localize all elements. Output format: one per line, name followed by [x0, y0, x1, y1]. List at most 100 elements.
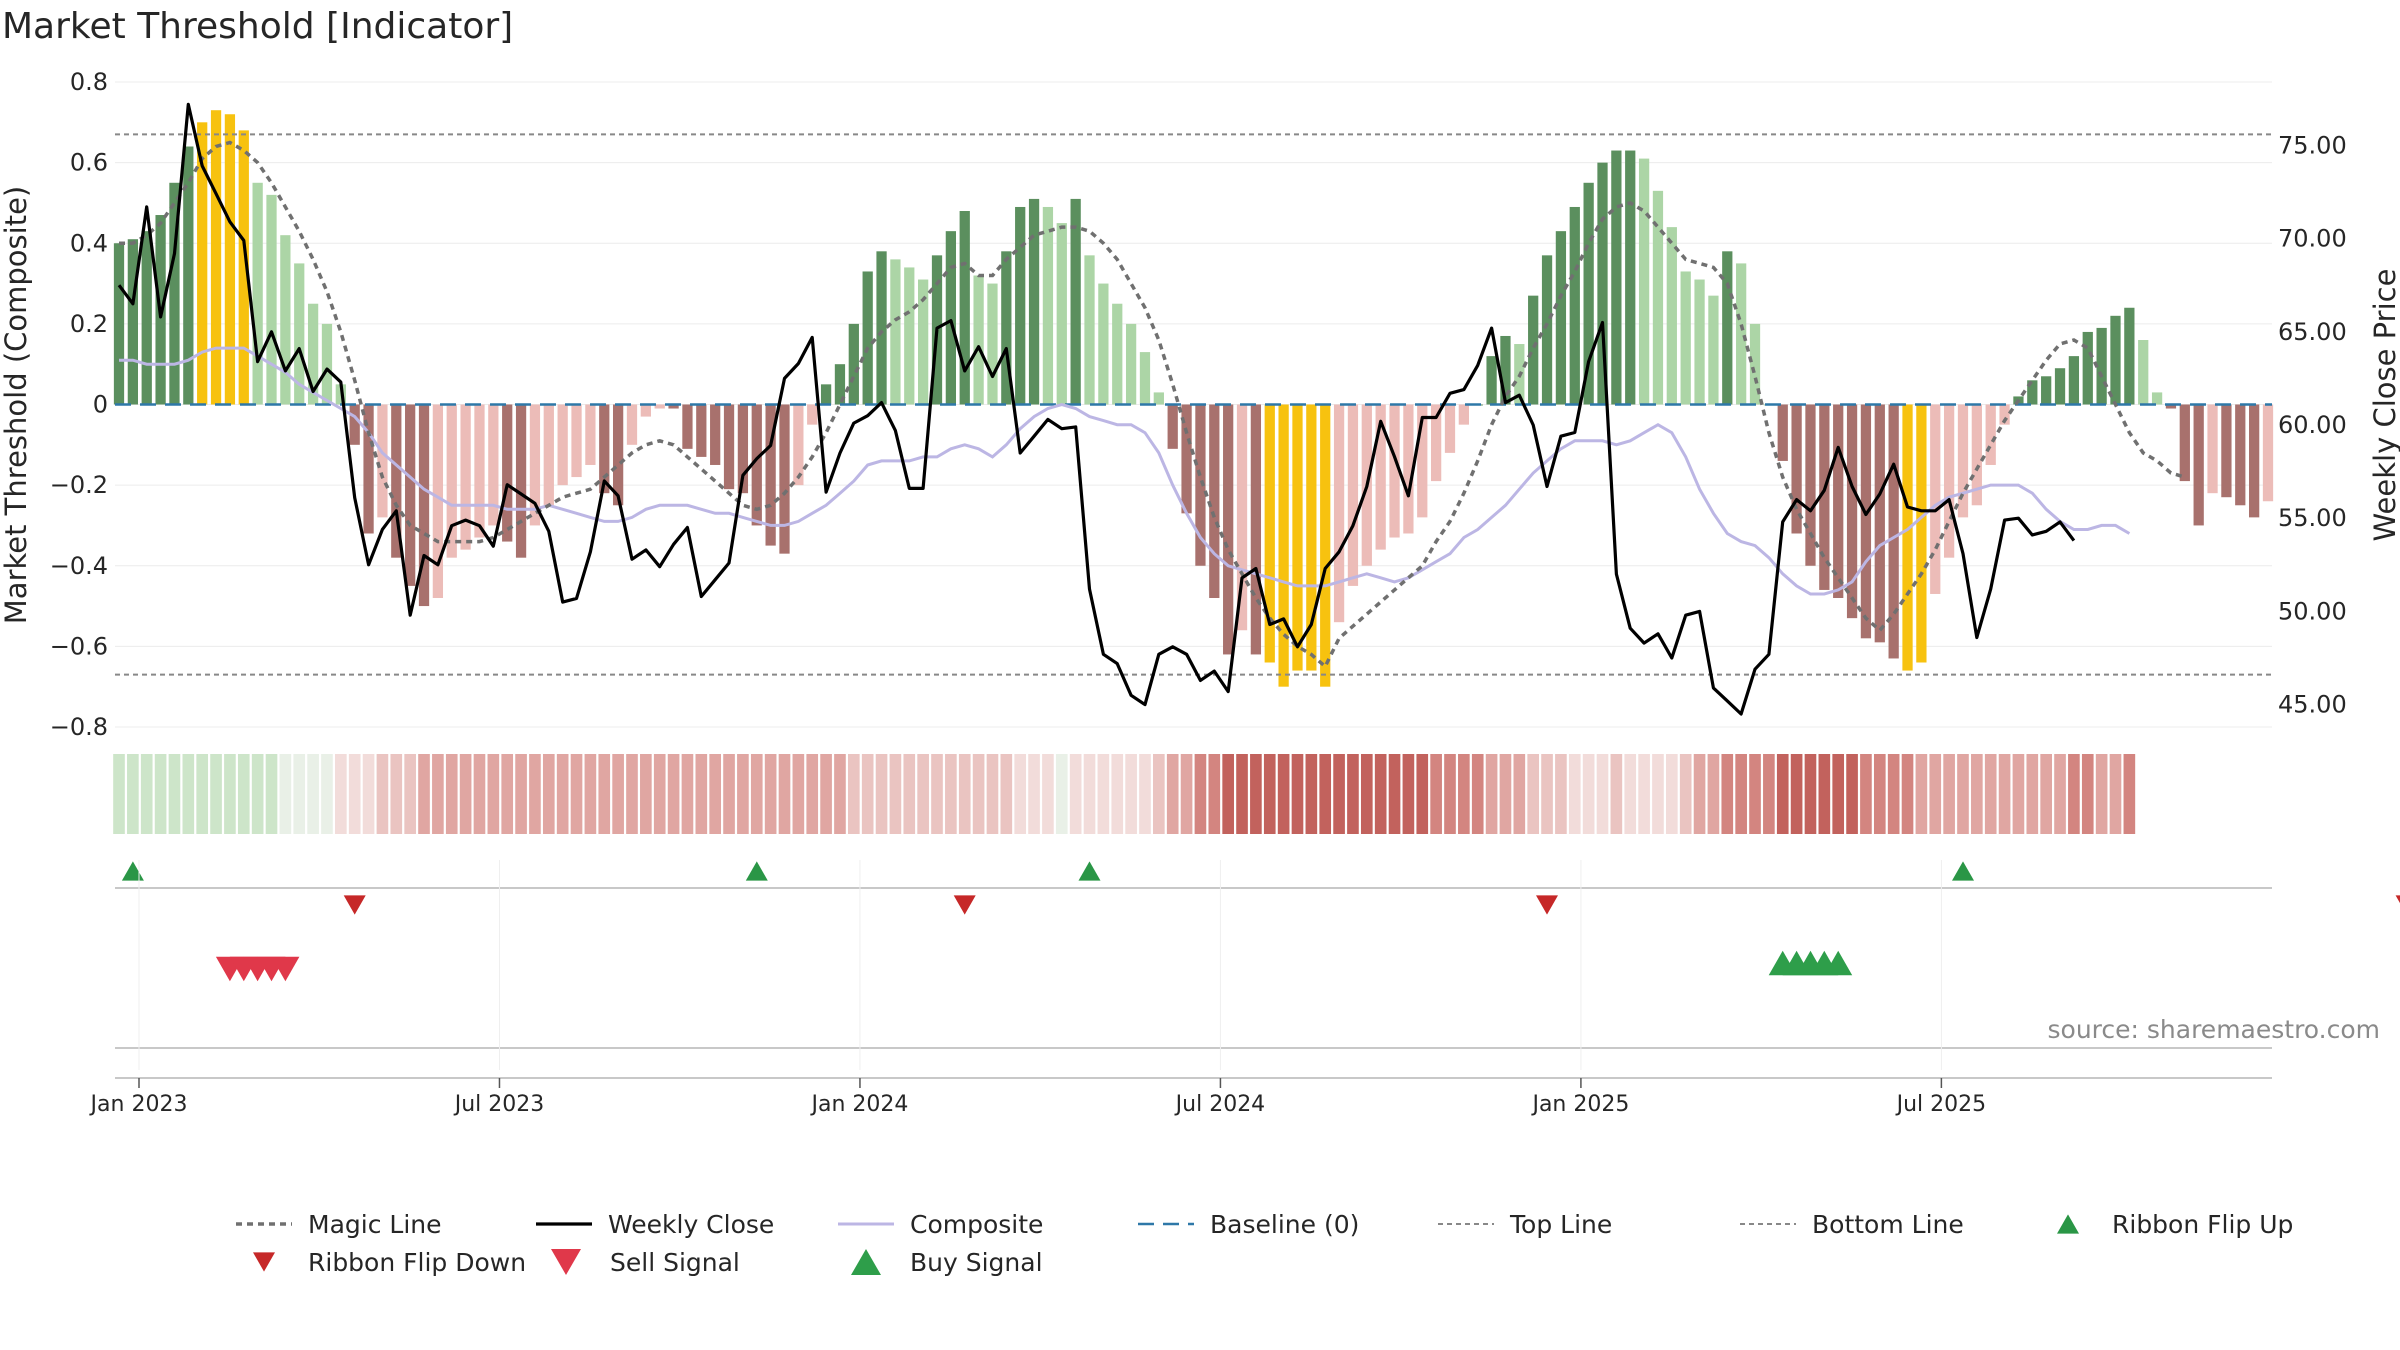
ribbon-cell [1069, 754, 1082, 834]
ribbon-cell [1915, 754, 1928, 834]
composite-bar [1625, 150, 1636, 405]
axes: 0.8 0.6 0.4 0.2 0 −0.2 −0.4 −0.6 −0.8 75.00 70.00 6… [0, 68, 2400, 741]
ribbon-cell [640, 754, 652, 834]
composite-bar [460, 404, 471, 550]
ribbon-cell [847, 754, 860, 834]
composite-bar [682, 404, 693, 449]
composite-bar [529, 404, 541, 526]
composite-bar [1597, 162, 1608, 405]
ribbon-cell [459, 754, 472, 834]
ribbon-cell [1430, 754, 1442, 834]
ribbon-cell [1083, 754, 1096, 834]
ribbon-cell [2123, 754, 2136, 834]
ribbon-cell [113, 754, 125, 834]
composite-bar [1347, 404, 1359, 586]
composite-bar [1611, 150, 1622, 405]
composite-bar [210, 110, 222, 405]
x-tick-label: Jan 2025 [1530, 1092, 1629, 1117]
legend-label: Bottom Line [1812, 1210, 1964, 1239]
composite-bar [876, 251, 887, 405]
y-left-tick-label: −0.8 [50, 713, 108, 741]
magic-line [119, 140, 2186, 670]
composite-bar [1833, 404, 1844, 598]
composite-bar [1320, 404, 1331, 687]
legend-label: Ribbon Flip Down [308, 1248, 526, 1277]
ribbon-cell [1347, 754, 1359, 834]
ribbon-cell [2054, 754, 2066, 834]
x-tick-label: Jul 2024 [1174, 1092, 1266, 1117]
ribbon-cell [875, 754, 888, 834]
ribbon-cell [1250, 754, 1262, 834]
ribbon-cell [404, 754, 416, 834]
ribbon-cell [1887, 754, 1900, 834]
ribbon-cell [1998, 754, 2011, 834]
composite-bar [1943, 404, 1955, 558]
legend-swatch [851, 1249, 881, 1275]
x-axis: Jan 2023 Jul 2023 Jan 2024 Jul 2024 Jan 2025… [89, 860, 1986, 1117]
legend-swatch [551, 1249, 581, 1275]
composite-bar [987, 283, 998, 405]
ribbon-cell [473, 754, 486, 834]
composite-bar [640, 404, 651, 417]
composite-bar [2027, 380, 2038, 405]
y-left-tick-label: 0 [93, 391, 108, 419]
ribbon-cell [2068, 754, 2080, 834]
composite-bar [169, 182, 180, 405]
x-tick-label: Jul 2023 [453, 1092, 545, 1117]
composite-bar [1264, 404, 1275, 663]
y-right-tick-label: 75.00 [2278, 131, 2347, 159]
composite-bar [1001, 251, 1012, 405]
composite-bar [1722, 251, 1733, 405]
composite-bar [1015, 206, 1026, 405]
ribbon-cell [986, 754, 999, 834]
composite-bar [1389, 404, 1400, 538]
ribbon-cell [556, 754, 569, 834]
ribbon-cell [1763, 754, 1775, 834]
composite-bar [890, 259, 901, 405]
composite-bar [848, 323, 859, 405]
composite-bar [197, 122, 208, 405]
ribbon-cell [1804, 754, 1817, 834]
y-right-axis-label: Weekly Close Price [2368, 269, 2400, 542]
ribbon-strip [113, 754, 2136, 834]
ribbon-cell [1555, 754, 1567, 834]
composite-bar [1292, 404, 1303, 671]
composite-bar [2124, 307, 2135, 405]
composite-bar [571, 404, 582, 478]
ribbon-cell [1929, 754, 1942, 834]
ribbon-cell [1333, 754, 1345, 834]
composite-bar [127, 239, 138, 405]
composite-bar [1486, 356, 1497, 405]
ribbon-cell [1943, 754, 1955, 834]
composite-bar [418, 404, 430, 607]
composite-bar [1070, 198, 1081, 405]
y-right-tick-label: 70.00 [2278, 225, 2347, 253]
ribbon-cell [279, 754, 292, 834]
ribbon-cell [1776, 754, 1789, 834]
ribbon-cell [1153, 754, 1165, 834]
composite-bar [1680, 271, 1691, 405]
composite-bar [807, 404, 818, 425]
composite-bar [1458, 404, 1469, 425]
legend-label: Weekly Close [608, 1210, 774, 1239]
ribbon-cell [695, 754, 708, 834]
y-left-tick-label: −0.4 [50, 552, 108, 580]
ribbon-cell [820, 754, 832, 834]
ribbon-cell [1236, 754, 1248, 834]
ribbon-cell [834, 754, 846, 834]
ribbon-cell [251, 754, 264, 834]
composite-bar [1125, 323, 1137, 405]
composite-bar [945, 231, 957, 405]
ribbon-cell [1568, 754, 1581, 834]
y-left-tick-label: 0.8 [70, 68, 108, 96]
ribbon-cell [1416, 754, 1429, 834]
composite-bar [710, 404, 721, 465]
ribbon-flip-down-marker [2395, 895, 2400, 904]
ribbon-cell [1638, 754, 1650, 834]
composite-bar [1167, 404, 1178, 449]
ribbon-cell [1014, 754, 1027, 834]
composite-bar [238, 130, 249, 405]
composite-bar [918, 279, 929, 405]
composite-bar [1888, 404, 1899, 659]
ribbon-flip-down-marker [343, 895, 366, 915]
